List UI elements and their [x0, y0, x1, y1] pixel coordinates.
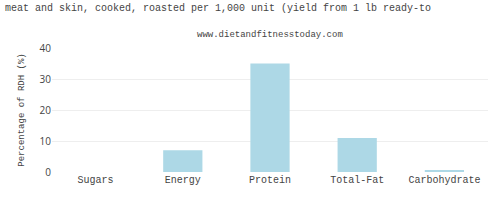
svg-text:www.dietandfitnesstoday.com: www.dietandfitnesstoday.com — [197, 30, 343, 40]
svg-text:Percentage of RDH (%): Percentage of RDH (%) — [17, 53, 27, 166]
svg-text:Protein: Protein — [249, 175, 291, 186]
svg-text:Energy: Energy — [165, 175, 201, 186]
svg-text:meat and skin, cooked, roasted: meat and skin, cooked, roasted per 1,000… — [5, 3, 431, 14]
svg-text:Carbohydrate: Carbohydrate — [408, 175, 480, 186]
svg-text:20: 20 — [40, 103, 52, 117]
svg-text:Sugars: Sugars — [78, 175, 114, 186]
svg-text:Total-Fat: Total-Fat — [330, 175, 384, 186]
svg-text:30: 30 — [40, 72, 52, 86]
svg-text:40: 40 — [40, 41, 52, 55]
svg-text:10: 10 — [40, 134, 52, 148]
svg-text:0: 0 — [45, 165, 51, 179]
